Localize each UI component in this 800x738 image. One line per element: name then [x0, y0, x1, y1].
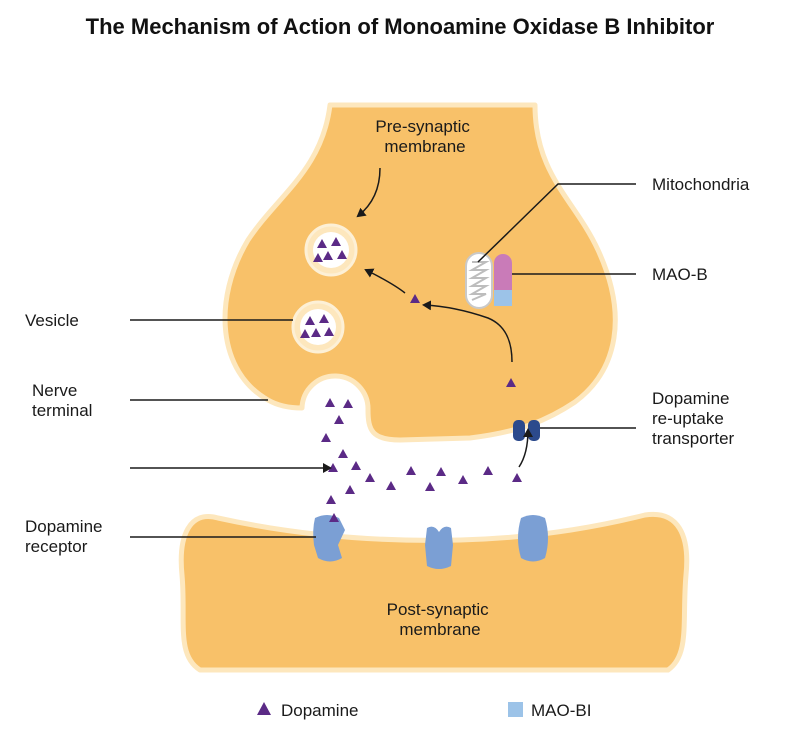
- arrow-membrane-to-vesicle: [356, 167, 381, 218]
- dopamine-molecule: [325, 398, 335, 407]
- post-synaptic-terminal: [178, 511, 690, 673]
- reuptake-transporter-label: Dopamine re-uptake transporter: [652, 389, 735, 448]
- legend-dopamine-label: Dopamine: [281, 701, 359, 720]
- nerve-terminal-label: Nerve terminal: [32, 381, 92, 420]
- mitochondria-label: Mitochondria: [652, 175, 750, 194]
- arrow-to-vesicle: [364, 268, 406, 294]
- vesicle-label: Vesicle: [25, 311, 79, 330]
- legend-dopamine-triangle-icon: [257, 702, 271, 715]
- legend-mao-bi-label: MAO-BI: [531, 701, 591, 720]
- legend: Dopamine MAO-BI: [257, 701, 591, 720]
- mitochondria: [465, 252, 493, 309]
- dopamine-molecule: [458, 475, 468, 484]
- dopamine-molecule: [321, 433, 331, 442]
- dopamine-molecule: [334, 415, 344, 424]
- flow-arrows: [356, 167, 533, 468]
- dopamine-molecule: [343, 399, 353, 408]
- dopamine-molecule: [351, 461, 361, 470]
- arrow-reuptake: [518, 428, 533, 468]
- leader-mitochondria: [477, 183, 636, 263]
- legend-mao-bi-square-icon: [508, 702, 523, 717]
- leader-lines: [130, 183, 636, 538]
- vesicle-lower: [291, 300, 345, 354]
- diagram-title: The Mechanism of Action of Monoamine Oxi…: [85, 14, 715, 39]
- receptor-right: [518, 515, 548, 562]
- arrow-to-mao-b: [422, 300, 513, 363]
- dopamine-receptor: [313, 515, 345, 562]
- dopamine-molecule: [425, 482, 435, 491]
- dopamine-molecule: [386, 481, 396, 490]
- dopamine-molecule: [436, 467, 446, 476]
- dopamine-molecule: [338, 449, 348, 458]
- dopamine-molecule: [512, 473, 522, 482]
- dopamine-molecule: [365, 473, 375, 482]
- dopamine-receptor-label: Dopamine receptor: [25, 517, 107, 556]
- mao-b-enzyme: [494, 254, 512, 306]
- receptor-middle: [425, 526, 453, 569]
- pre-synaptic-terminal: [222, 102, 618, 443]
- mao-b-label: MAO-B: [652, 265, 708, 284]
- dopamine-molecule: [483, 466, 493, 475]
- dopamine-molecule: [406, 466, 416, 475]
- pre-synaptic-label: Pre-synaptic membrane: [375, 117, 474, 156]
- dopamine-molecule: [345, 485, 355, 494]
- post-synaptic-label: Post-synaptic membrane: [387, 600, 494, 639]
- vesicle-upper: [304, 223, 358, 277]
- dopamine-molecule: [326, 495, 336, 504]
